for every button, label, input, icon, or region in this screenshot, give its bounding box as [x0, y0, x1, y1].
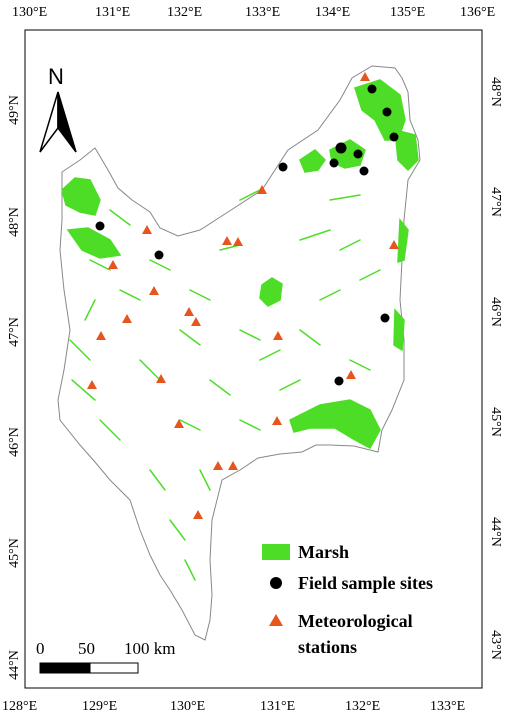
field-site-marker — [329, 158, 339, 168]
right-lat-label: 44°N — [488, 517, 503, 547]
top-longitude-labels: 130°E 131°E 132°E 133°E 134°E 135°E 136°… — [12, 5, 495, 20]
scale-segment-white — [89, 662, 139, 674]
station-marker — [122, 314, 132, 323]
station-marker — [213, 461, 223, 470]
legend-meteo-label-line1: Meteorological — [298, 611, 413, 631]
right-lat-label: 43°N — [488, 630, 503, 660]
station-marker — [257, 185, 267, 194]
scale-bar: 0 50 100 km — [36, 639, 175, 674]
bottom-lon-label: 129°E — [82, 699, 117, 714]
legend: Marsh Field sample sites Meteorological … — [262, 542, 433, 657]
legend-field-site-symbol — [270, 577, 282, 589]
field-site-marker — [389, 132, 399, 142]
station-marker — [228, 461, 238, 470]
field-site-marker — [278, 162, 288, 172]
north-arrow-icon — [39, 91, 77, 153]
north-arrow: N — [39, 64, 77, 153]
bottom-longitude-labels: 128°E 129°E 130°E 131°E 132°E 133°E — [2, 699, 465, 714]
station-marker — [389, 240, 399, 249]
scale-segment-black — [39, 662, 91, 674]
field-site-marker — [335, 142, 347, 154]
top-lon-label: 133°E — [245, 5, 280, 20]
legend-marsh-label: Marsh — [298, 542, 349, 562]
left-lat-label: 45°N — [7, 538, 22, 568]
station-marker — [191, 317, 201, 326]
scale-label-fifty: 50 — [78, 639, 95, 658]
left-lat-label: 46°N — [7, 427, 22, 457]
field-site-marker — [367, 84, 377, 94]
top-lon-label: 136°E — [460, 5, 495, 20]
legend-station-symbol — [269, 614, 283, 626]
top-lon-label: 135°E — [390, 5, 425, 20]
station-marker — [87, 380, 97, 389]
right-latitude-labels: 48°N 47°N 46°N 45°N 44°N 43°N — [488, 77, 503, 660]
station-marker — [174, 419, 184, 428]
station-marker — [108, 260, 118, 269]
bottom-lon-label: 132°E — [345, 699, 380, 714]
station-marker — [142, 225, 152, 234]
right-lat-label: 47°N — [488, 187, 503, 217]
station-marker — [193, 510, 203, 519]
left-latitude-labels: 49°N 48°N 47°N 46°N 45°N 44°N — [7, 95, 22, 680]
field-site-marker — [359, 166, 369, 176]
station-marker — [184, 307, 194, 316]
top-lon-label: 130°E — [12, 5, 47, 20]
station-marker — [272, 416, 282, 425]
legend-field-sites-label: Field sample sites — [298, 573, 433, 593]
scale-label-hundred: 100 km — [124, 639, 175, 658]
station-marker — [360, 72, 370, 81]
top-lon-label: 134°E — [315, 5, 350, 20]
bottom-lon-label: 133°E — [430, 699, 465, 714]
field-site-marker — [334, 376, 344, 386]
station-marker — [233, 237, 243, 246]
bottom-lon-label: 128°E — [2, 699, 37, 714]
field-site-marker — [95, 221, 105, 231]
field-site-marker — [380, 313, 390, 323]
left-lat-label: 49°N — [7, 95, 22, 125]
legend-marsh-swatch — [262, 544, 290, 560]
right-lat-label: 46°N — [488, 297, 503, 327]
field-sample-sites — [95, 84, 399, 386]
right-lat-label: 45°N — [488, 407, 503, 437]
north-arrow-label: N — [48, 64, 64, 89]
station-marker — [96, 331, 106, 340]
station-marker — [222, 236, 232, 245]
right-lat-label: 48°N — [488, 77, 503, 107]
station-marker — [156, 374, 166, 383]
study-area-boundary — [57, 65, 421, 641]
field-site-marker — [382, 107, 392, 117]
station-marker — [149, 286, 159, 295]
top-lon-label: 132°E — [167, 5, 202, 20]
station-marker — [273, 331, 283, 340]
bottom-lon-label: 131°E — [260, 699, 295, 714]
meteorological-stations — [87, 72, 399, 519]
field-site-marker — [353, 149, 363, 159]
top-lon-label: 131°E — [95, 5, 130, 20]
legend-meteo-label-line2: stations — [298, 637, 357, 657]
bottom-lon-label: 130°E — [170, 699, 205, 714]
marsh-areas — [61, 79, 419, 581]
scale-label-zero: 0 — [36, 639, 45, 658]
station-marker — [346, 370, 356, 379]
field-site-marker — [154, 250, 164, 260]
left-lat-label: 48°N — [7, 207, 22, 237]
left-lat-label: 47°N — [7, 317, 22, 347]
left-lat-label: 44°N — [7, 650, 22, 680]
